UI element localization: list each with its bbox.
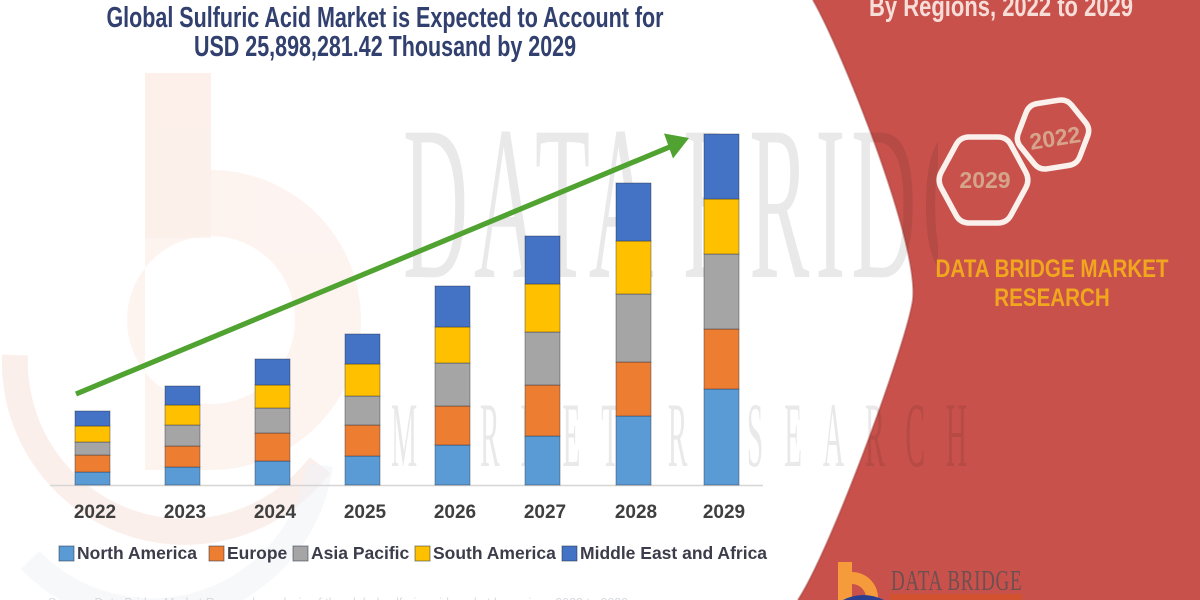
svg-text:2027: 2027 [524,502,566,523]
svg-text:2026: 2026 [434,502,476,523]
svg-text:2025: 2025 [344,502,387,523]
svg-text:Europe: Europe [227,543,288,563]
svg-text:2022: 2022 [74,502,116,523]
svg-text:Source: Data Bridge Market Res: Source: Data Bridge Market Research anal… [48,596,628,600]
svg-text:RESEARCH: RESEARCH [994,283,1110,311]
svg-text:DATA BRIDGE MARKET: DATA BRIDGE MARKET [935,254,1168,282]
svg-text:South America: South America [433,543,556,563]
svg-text:2029: 2029 [703,502,745,523]
svg-text:2029: 2029 [959,167,1010,193]
svg-text:Asia Pacific: Asia Pacific [311,543,410,563]
svg-text:2028: 2028 [615,502,657,523]
svg-text:DATA BRIDGE: DATA BRIDGE [891,567,1022,597]
svg-text:By Regions, 2022 to 2029: By Regions, 2022 to 2029 [869,0,1133,23]
svg-text:2023: 2023 [164,502,206,523]
svg-text:North America: North America [77,543,197,563]
svg-text:2024: 2024 [254,502,297,523]
svg-text:USD 25,898,281.42 Thousand by: USD 25,898,281.42 Thousand by 2029 [194,31,576,63]
svg-text:Global Sulfuric Acid Market is: Global Sulfuric Acid Market is Expected … [106,2,663,34]
svg-text:Middle East and Africa: Middle East and Africa [580,543,767,563]
